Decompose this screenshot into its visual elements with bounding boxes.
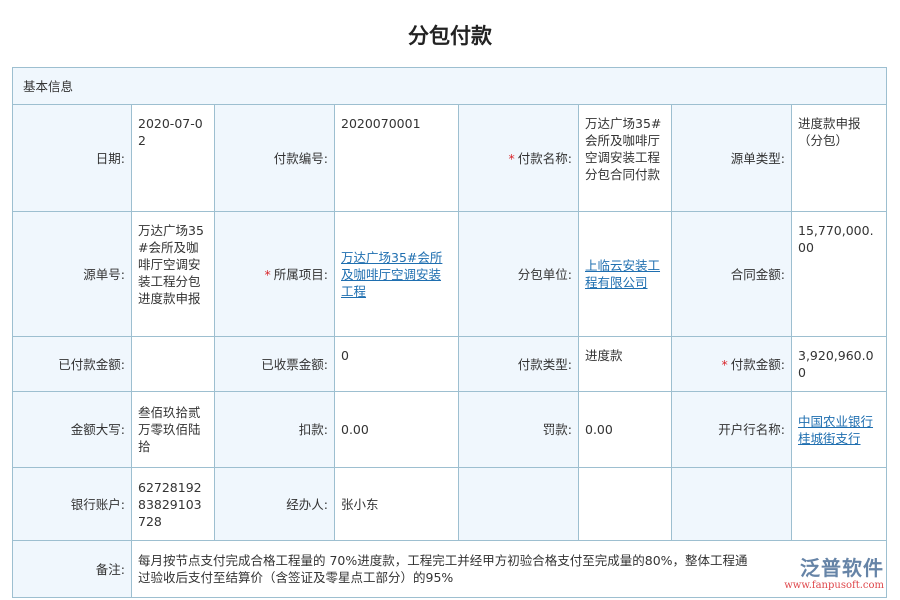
field-label-text: 源单号: bbox=[83, 266, 125, 282]
required-marker: * bbox=[721, 356, 728, 372]
field-label-text: 付款金额: bbox=[730, 356, 785, 372]
field-value bbox=[578, 467, 672, 541]
field-value: 进度款申报（分包） bbox=[790, 104, 888, 212]
required-marker: * bbox=[264, 266, 271, 282]
required-marker: * bbox=[508, 150, 515, 166]
remark-label: 备注: bbox=[12, 540, 132, 598]
field-label: 日期: bbox=[12, 104, 132, 212]
field-label-text: 付款名称: bbox=[517, 150, 572, 166]
field-value-text: 0 bbox=[341, 348, 349, 363]
field-label: 合同金额: bbox=[671, 211, 792, 337]
field-value bbox=[790, 467, 888, 541]
form-row: 日期: 2020-07-02 付款编号: 2020070001 * 付款名称: 万达广场35… bbox=[12, 104, 888, 212]
field-value-text: 3,920,960.00 bbox=[798, 348, 874, 380]
field-value-text: 0.00 bbox=[341, 422, 369, 437]
field-value-text: 2020-07-02 bbox=[138, 116, 203, 148]
field-label: 付款类型: bbox=[458, 336, 579, 392]
remark-value: 每月按节点支付完成合格工程量的 70%进度款，工程完工并经甲方初验合格支付至完成… bbox=[130, 540, 888, 598]
field-label: 已收票金额: bbox=[214, 336, 335, 392]
field-value: 2020-07-02 bbox=[131, 104, 215, 212]
field-value: 15,770,000.00 bbox=[790, 211, 888, 337]
field-label-text: 付款编号: bbox=[273, 150, 328, 166]
field-link[interactable]: 上临云安装工程有限公司 bbox=[585, 258, 661, 290]
field-value-text: 进度款 bbox=[585, 348, 623, 363]
field-link[interactable]: 万达广场35#会所及咖啡厅空调安装工程 bbox=[341, 249, 443, 299]
field-value bbox=[131, 336, 215, 392]
field-label-text: 扣款: bbox=[298, 422, 328, 437]
form-row: 金额大写: 叁佰玖拾贰万零玖佰陆拾 扣款: 0.00 罚款: 0.00 开户行名称: 中国农业… bbox=[12, 391, 888, 468]
field-label-text: 已收票金额: bbox=[261, 356, 328, 372]
watermark-logo: 泛普软件 www.fanpusoft.com bbox=[774, 556, 884, 592]
watermark-brand: 泛普软件 bbox=[800, 556, 884, 580]
field-label: * 付款名称: bbox=[458, 104, 579, 212]
field-label-text: 经办人: bbox=[286, 496, 328, 512]
field-value: 0.00 bbox=[578, 391, 672, 468]
field-value-text: 15,770,000.00 bbox=[798, 223, 874, 255]
field-value-text: 2020070001 bbox=[341, 116, 421, 131]
field-value: 万达广场35#会所及咖啡厅空调安装工程分包合同付款 bbox=[578, 104, 672, 212]
field-value: 2020070001 bbox=[334, 104, 459, 212]
field-value-text: 万达广场35#会所及咖啡厅空调安装工程分包合同付款 bbox=[585, 116, 662, 182]
field-value-text: 0.00 bbox=[585, 422, 613, 437]
field-label: 分包单位: bbox=[458, 211, 579, 337]
field-label: 经办人: bbox=[214, 467, 335, 541]
field-value: 0 bbox=[334, 336, 459, 392]
field-value-text: 万达广场35#会所及咖啡厅空调安装工程分包进度款申报 bbox=[138, 223, 204, 306]
remark-row: 备注: 每月按节点支付完成合格工程量的 70%进度款，工程完工并经甲方初验合格支付… bbox=[12, 540, 888, 598]
field-label-text: 罚款: bbox=[542, 422, 572, 437]
form-row: 已付款金额: 已收票金额: 0 付款类型: 进度款 * 付款金额: 3,920,960.00 bbox=[12, 336, 888, 392]
field-value: 上临云安装工程有限公司 bbox=[578, 211, 672, 337]
field-value: 中国农业银行桂城街支行 bbox=[790, 391, 888, 468]
field-label: * 付款金额: bbox=[671, 336, 792, 392]
field-value-text: 叁佰玖拾贰万零玖佰陆拾 bbox=[138, 405, 201, 454]
field-label-text: 所属项目: bbox=[273, 266, 328, 282]
field-label: 金额大写: bbox=[12, 391, 132, 468]
field-value: 叁佰玖拾贰万零玖佰陆拾 bbox=[131, 391, 215, 468]
page-title: 分包付款 bbox=[408, 24, 492, 48]
field-label-text: 合同金额: bbox=[730, 266, 785, 282]
field-label-text: 分包单位: bbox=[517, 266, 572, 282]
field-label: 源单号: bbox=[12, 211, 132, 337]
field-value: 3,920,960.00 bbox=[790, 336, 888, 392]
field-label-text: 源单类型: bbox=[730, 150, 785, 166]
field-link[interactable]: 中国农业银行桂城街支行 bbox=[798, 413, 874, 446]
field-label: 源单类型: bbox=[671, 104, 792, 212]
field-label-text: 付款类型: bbox=[517, 356, 572, 372]
form-row: 银行账户: 6272819283829103728 经办人: 张小东 bbox=[12, 467, 888, 541]
field-label-text: 已付款金额: bbox=[58, 356, 125, 372]
field-value-text: 6272819283829103728 bbox=[138, 479, 202, 529]
field-label: 罚款: bbox=[458, 391, 579, 468]
section-header: 基本信息 bbox=[11, 67, 888, 105]
field-value: 6272819283829103728 bbox=[131, 467, 215, 541]
form-row: 源单号: 万达广场35#会所及咖啡厅空调安装工程分包进度款申报 * 所属项目: 万达广场… bbox=[12, 211, 888, 337]
field-label-text: 开户行名称: bbox=[718, 422, 785, 437]
field-value-text: 张小东 bbox=[341, 496, 379, 512]
field-label: 扣款: bbox=[214, 391, 335, 468]
field-label: 银行账户: bbox=[12, 467, 132, 541]
field-value: 张小东 bbox=[334, 467, 459, 541]
field-value: 0.00 bbox=[334, 391, 459, 468]
field-value-text: 进度款申报（分包） bbox=[798, 116, 861, 148]
payment-form-table: 基本信息 日期: 2020-07-02 付款编号: 2020070001 * 付款名称: 万… bbox=[11, 67, 888, 598]
watermark-url: www.fanpusoft.com bbox=[784, 580, 884, 591]
field-label: 已付款金额: bbox=[12, 336, 132, 392]
field-value: 万达广场35#会所及咖啡厅空调安装工程 bbox=[334, 211, 459, 337]
field-label-text: 日期: bbox=[95, 150, 125, 166]
field-value: 进度款 bbox=[578, 336, 672, 392]
field-label bbox=[671, 467, 792, 541]
field-label-text: 金额大写: bbox=[70, 422, 125, 437]
field-label-text: 银行账户: bbox=[70, 496, 125, 512]
field-label: * 所属项目: bbox=[214, 211, 335, 337]
field-value: 万达广场35#会所及咖啡厅空调安装工程分包进度款申报 bbox=[131, 211, 215, 337]
field-label: 开户行名称: bbox=[671, 391, 792, 468]
field-label: 付款编号: bbox=[214, 104, 335, 212]
field-label bbox=[458, 467, 579, 541]
